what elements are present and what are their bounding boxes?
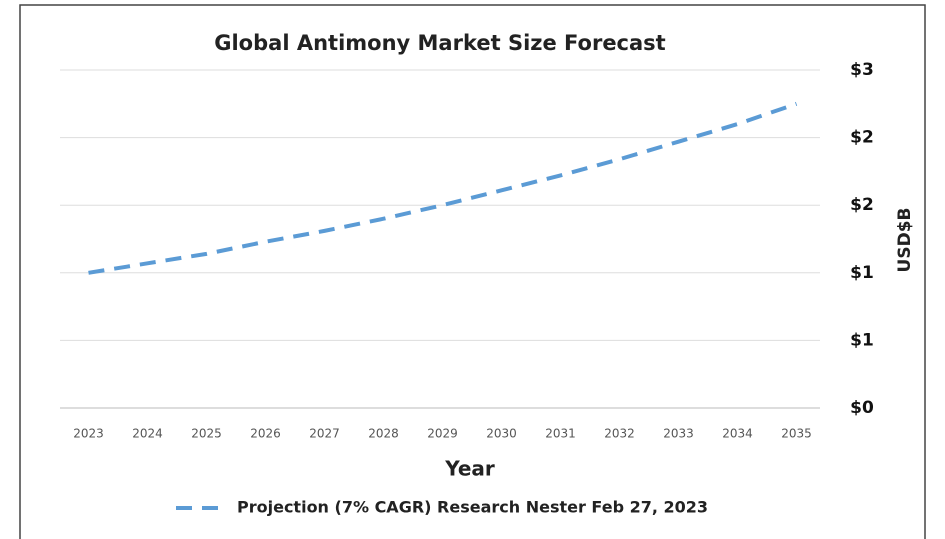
- y-tick-label: $1: [850, 330, 874, 350]
- chart-frame: [19, 4, 926, 539]
- x-tick-label: 2023: [73, 427, 104, 441]
- y-tick-label: $3: [850, 60, 874, 80]
- x-tick-label: 2028: [368, 427, 399, 441]
- y-axis-label: USD$B: [895, 208, 915, 273]
- x-tick-label: 2031: [545, 427, 576, 441]
- x-axis-label: Year: [444, 457, 495, 481]
- x-tick-label: 2032: [604, 427, 635, 441]
- y-tick-label: $2: [850, 195, 874, 215]
- legend-label: Projection (7% CAGR) Research Nester Feb…: [237, 498, 708, 517]
- x-tick-label: 2034: [722, 427, 753, 441]
- line-series: [88, 101, 798, 275]
- y-tick-label: $0: [850, 398, 874, 418]
- y-tick-label: $1: [850, 263, 874, 283]
- x-tick-label: 2024: [132, 427, 163, 441]
- x-tick-label: 2027: [309, 427, 340, 441]
- x-tick-label: 2029: [427, 427, 458, 441]
- y-tick-label: $2: [850, 128, 874, 148]
- x-tick-label: 2025: [191, 427, 222, 441]
- x-tick-label: 2035: [781, 427, 812, 441]
- x-tick-label: 2026: [250, 427, 281, 441]
- x-tick-label: 2033: [663, 427, 694, 441]
- x-tick-label: 2030: [486, 427, 517, 441]
- chart-title: Global Antimony Market Size Forecast: [214, 31, 665, 55]
